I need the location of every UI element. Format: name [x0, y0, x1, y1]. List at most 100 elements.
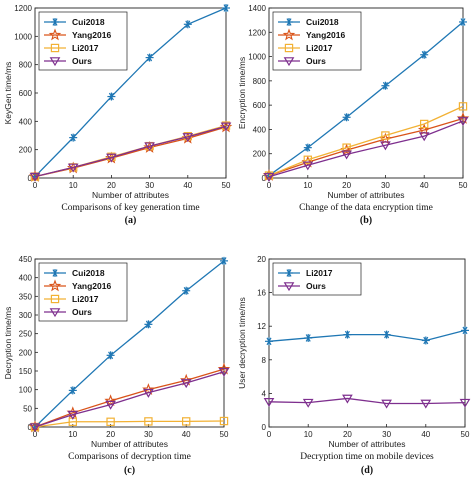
y-tick-label: 400	[19, 117, 33, 126]
legend-entry: Ours	[72, 307, 92, 317]
series-line	[268, 21, 464, 177]
y-axis-label: Decryption time/ms	[3, 307, 13, 380]
x-tick-label: 0	[267, 430, 272, 439]
data-point	[381, 81, 390, 90]
data-point	[303, 155, 313, 164]
data-point	[303, 143, 312, 152]
x-tick-label: 0	[33, 181, 38, 190]
series-line	[268, 397, 466, 405]
panel-caption: Change of the data encryption time	[299, 202, 433, 213]
panel-caption: Decryption time on mobile devices	[300, 452, 434, 462]
data-point	[105, 400, 116, 410]
x-tick-label: 10	[303, 181, 312, 190]
series-line	[34, 420, 225, 428]
data-point	[182, 286, 191, 295]
y-tick-label: 0	[262, 174, 267, 183]
x-tick-label: 40	[183, 181, 192, 190]
x-tick-label: 30	[382, 430, 391, 439]
y-tick-label: 8	[262, 356, 267, 365]
legend-marker	[282, 28, 296, 41]
series-ours	[263, 117, 469, 182]
series-line	[34, 260, 225, 428]
y-tick-label: 800	[19, 61, 33, 70]
x-tick-label: 40	[421, 430, 430, 439]
legend-box	[272, 262, 362, 296]
legend-entry: Cui2018	[306, 17, 339, 27]
y-tick-label: 1400	[248, 4, 266, 13]
data-point	[106, 153, 117, 163]
x-tick-label: 20	[106, 430, 115, 439]
panel-label: (b)	[360, 215, 372, 226]
data-point	[417, 123, 431, 136]
x-tick-label: 20	[107, 181, 116, 190]
data-point	[220, 122, 232, 132]
series-line	[268, 105, 464, 177]
legend-entry: Li2017	[306, 43, 333, 53]
data-point	[420, 50, 429, 59]
data-point	[104, 394, 117, 407]
legend-entry: Cui2018	[72, 17, 105, 27]
series-line	[268, 120, 464, 178]
y-tick-label: 1200	[14, 4, 32, 13]
data-point	[381, 131, 390, 140]
series-line	[268, 117, 464, 177]
data-point	[304, 333, 313, 342]
panel-label: (d)	[361, 465, 373, 476]
legend: Li2017 Ours	[272, 262, 362, 296]
y-tick-label: 20	[257, 255, 266, 264]
y-tick-label: 50	[23, 404, 32, 413]
legend-marker	[48, 279, 62, 292]
y-tick-label: 0	[262, 423, 267, 432]
series-line	[34, 371, 225, 428]
data-point	[219, 416, 229, 426]
legend: Cui2018 Yang2016 Li2017 Ours	[38, 11, 128, 71]
series-line	[34, 368, 225, 428]
y-tick-label: 250	[19, 330, 33, 339]
data-point	[342, 113, 351, 122]
legend: Cui2018 Yang2016 Li2017 Ours	[272, 11, 362, 71]
legend-marker	[283, 57, 295, 67]
legend-marker	[284, 43, 294, 53]
legend-marker	[51, 18, 59, 26]
y-tick-label: 200	[19, 146, 33, 155]
legend-entry: Li2017	[72, 294, 99, 304]
data-point	[220, 256, 228, 265]
y-tick-label: 600	[253, 101, 267, 110]
y-tick-label: 600	[19, 89, 33, 98]
data-point	[106, 417, 115, 426]
x-tick-label: 30	[144, 430, 153, 439]
x-tick-label: 50	[220, 430, 229, 439]
data-point	[145, 53, 154, 62]
legend-entry: Li2017	[72, 43, 99, 53]
legend-entry: Cui2018	[72, 268, 105, 278]
series-cui2018	[31, 4, 230, 181]
legend-entry: Ours	[306, 56, 326, 66]
y-tick-label: 16	[257, 289, 266, 298]
series-li2017	[265, 326, 469, 346]
legend-entry: Ours	[306, 281, 326, 291]
data-point	[457, 117, 469, 127]
x-tick-label: 10	[68, 430, 77, 439]
legend-marker	[285, 18, 293, 26]
data-point	[182, 133, 194, 143]
legend-marker	[285, 269, 293, 277]
y-tick-label: 200	[253, 150, 267, 159]
y-tick-label: 1000	[14, 32, 32, 41]
legend-marker	[283, 282, 295, 292]
panel-caption: Comparisons of key generation time	[61, 202, 199, 213]
data-point	[456, 111, 470, 124]
data-point	[382, 330, 391, 339]
chart-panel-2: 0 10 20 30 40 50 0 200 400 600 800 1000 1200 1400 Numb…	[237, 4, 470, 226]
legend-entry: Yang2016	[72, 30, 111, 40]
data-point	[142, 383, 155, 395]
legend-entry: Yang2016	[72, 281, 111, 291]
legend: Cui2018 Yang2016 Li2017 Ours	[38, 262, 128, 322]
legend-marker	[51, 269, 59, 277]
x-tick-label: 50	[461, 430, 470, 439]
data-point	[342, 394, 353, 404]
data-point	[420, 399, 432, 409]
data-point	[67, 163, 79, 173]
data-point	[144, 320, 153, 329]
